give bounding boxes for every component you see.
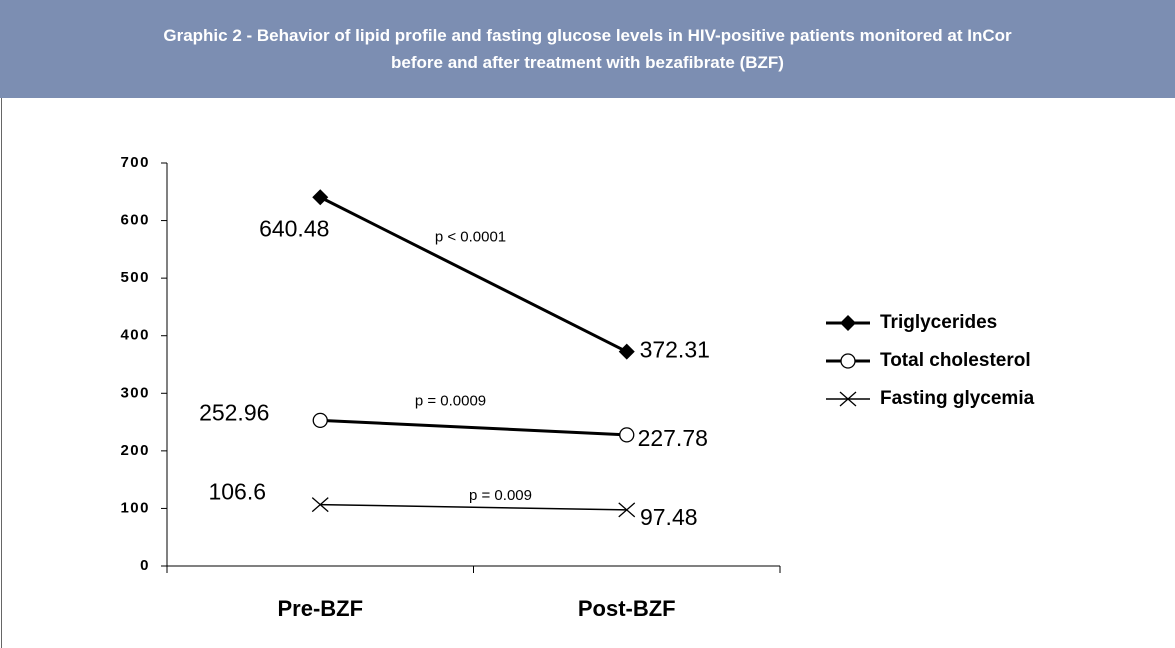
value-label: 97.48 [640,504,698,530]
data-point [311,497,329,513]
annotation: p < 0.0001 [435,228,506,245]
series-line [319,195,628,353]
data-point [618,343,635,360]
data-point [618,502,636,518]
annotation: p = 0.0009 [415,393,486,410]
y-tick-label: 300 [120,384,150,401]
value-label: 372.31 [640,337,710,363]
legend-marker [840,353,856,369]
y-tick-label: 200 [120,442,150,459]
x-tick-label: Pre-BZF [277,596,363,621]
series-line [320,418,627,437]
legend-label: Fasting glycemia [880,388,1035,409]
annotation: p = 0.009 [469,487,532,504]
y-tick-label: 0 [140,557,150,574]
chart-title: Graphic 2 - Behavior of lipid profile an… [163,26,1012,72]
y-tick-label: 500 [120,269,150,286]
series-line [320,503,627,511]
y-tick-label: 100 [120,499,150,516]
y-tick-label: 700 [120,154,150,171]
value-label: 106.6 [208,479,266,505]
data-point [619,427,635,443]
y-tick-label: 400 [120,327,150,344]
value-label: 640.48 [259,215,329,241]
data-point [312,412,328,429]
header: Graphic 2 - Behavior of lipid profile an… [0,0,1175,98]
y-tick-label: 600 [120,212,150,229]
legend-marker [839,391,857,407]
value-label: 227.78 [638,425,708,451]
data-point [312,189,329,206]
value-label: 252.96 [199,399,269,425]
legend-marker [840,315,856,331]
x-tick-label: Post-BZF [578,596,676,621]
legend-label: Triglycerides [880,312,997,333]
legend-label: Total cholesterol [880,350,1031,371]
